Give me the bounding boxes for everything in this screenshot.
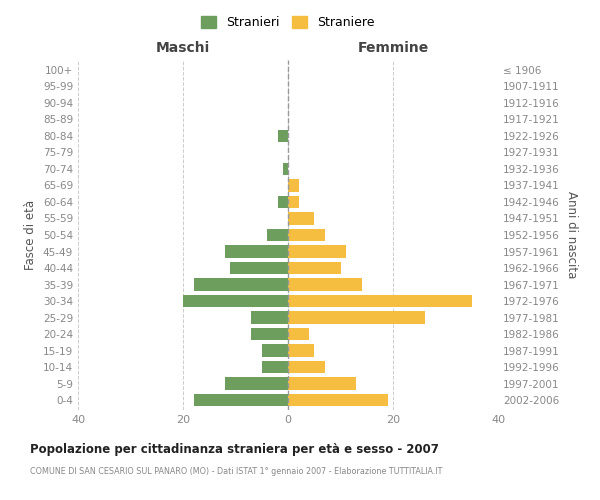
Bar — [288, 212, 314, 224]
Bar — [251, 312, 288, 324]
Text: Popolazione per cittadinanza straniera per età e sesso - 2007: Popolazione per cittadinanza straniera p… — [30, 442, 439, 456]
Bar — [288, 378, 356, 390]
Bar — [262, 361, 288, 374]
Bar — [288, 180, 299, 192]
Bar — [277, 130, 288, 142]
Bar — [288, 394, 388, 406]
Bar — [251, 328, 288, 340]
Bar — [288, 196, 299, 208]
Bar — [288, 295, 472, 307]
Text: COMUNE DI SAN CESARIO SUL PANARO (MO) - Dati ISTAT 1° gennaio 2007 - Elaborazion: COMUNE DI SAN CESARIO SUL PANARO (MO) - … — [30, 468, 442, 476]
Bar — [193, 394, 288, 406]
Bar — [267, 229, 288, 241]
Bar — [288, 262, 341, 274]
Legend: Stranieri, Straniere: Stranieri, Straniere — [196, 11, 380, 34]
Bar — [288, 246, 346, 258]
Bar — [230, 262, 288, 274]
Y-axis label: Anni di nascita: Anni di nascita — [565, 192, 578, 278]
Text: Maschi: Maschi — [156, 41, 210, 55]
Bar — [277, 196, 288, 208]
Bar — [288, 278, 361, 290]
Bar — [262, 344, 288, 357]
Y-axis label: Fasce di età: Fasce di età — [25, 200, 37, 270]
Bar — [283, 163, 288, 175]
Bar — [288, 229, 325, 241]
Bar — [288, 361, 325, 374]
Bar — [183, 295, 288, 307]
Bar — [193, 278, 288, 290]
Bar — [225, 246, 288, 258]
Bar — [225, 378, 288, 390]
Bar — [288, 344, 314, 357]
Text: Femmine: Femmine — [358, 41, 428, 55]
Bar — [288, 328, 309, 340]
Bar — [288, 312, 425, 324]
